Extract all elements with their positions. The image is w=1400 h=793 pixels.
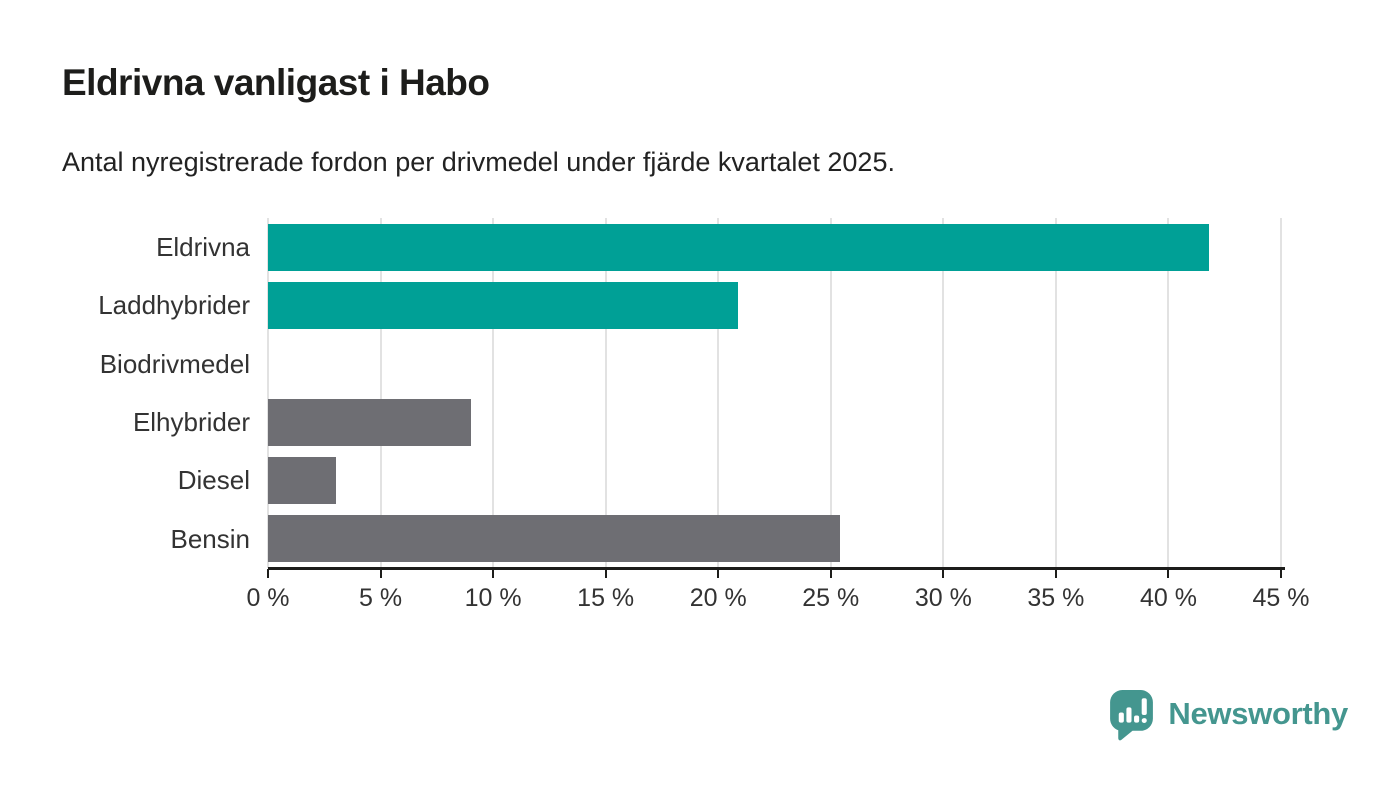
x-tick-label-45: 45 % xyxy=(1252,584,1310,612)
x-tick-5 xyxy=(379,569,382,578)
bar-laddhybrider xyxy=(268,282,739,329)
gridline-10 xyxy=(492,218,495,568)
x-tick-40 xyxy=(1167,569,1170,578)
gridline-30 xyxy=(942,218,945,568)
y-axis-labels: Eldrivna Laddhybrider Biodrivmedel Elhybrid… xyxy=(0,218,250,568)
x-tick-label-30: 30 % xyxy=(914,584,972,612)
x-tick-label-15: 15 % xyxy=(577,584,635,612)
category-label-eldrivna: Eldrivna xyxy=(156,232,250,262)
x-tick-45 xyxy=(1280,569,1282,578)
newsworthy-logo-text: Newsworthy xyxy=(1168,696,1348,731)
bar-bensin xyxy=(268,515,840,563)
chart-subtitle: Antal nyregistrerade fordon per drivmede… xyxy=(62,147,895,177)
category-label-elhybrider: Elhybrider xyxy=(132,407,250,437)
gridline-0 xyxy=(267,218,269,568)
x-axis-line xyxy=(268,567,1285,570)
x-tick-label-35: 35 % xyxy=(1027,584,1085,612)
x-tick-10 xyxy=(492,569,495,578)
x-tick-label-20: 20 % xyxy=(689,584,747,612)
x-tick-25 xyxy=(829,569,832,578)
x-tick-label-0: 0 % xyxy=(246,584,290,612)
x-tick-20 xyxy=(717,569,720,578)
plot-area: 0 % 5 % 10 % 15 % 20 % 25 % 30 % 35 % 40 % 45 % xyxy=(246,218,1309,612)
newsworthy-logo-icon xyxy=(1110,689,1154,740)
chart-title: Eldrivna vanligast i Habo xyxy=(62,62,490,103)
x-tick-15 xyxy=(604,569,607,578)
x-tick-0 xyxy=(267,569,269,578)
category-label-bensin: Bensin xyxy=(170,523,251,554)
newsworthy-logo: Newsworthy xyxy=(1108,686,1348,742)
gridline-35 xyxy=(1054,218,1057,568)
bar-diesel xyxy=(268,457,336,504)
bar-elhybrider xyxy=(268,398,471,446)
x-tick-30 xyxy=(942,569,945,578)
x-tick-label-25: 25 % xyxy=(802,584,860,612)
x-tick-35 xyxy=(1054,569,1057,578)
category-label-diesel: Diesel xyxy=(177,465,250,496)
gridline-15 xyxy=(604,218,607,568)
category-label-laddhybrider: Laddhybrider xyxy=(98,290,250,321)
bar-eldrivna xyxy=(268,223,1209,271)
gridline-5 xyxy=(379,218,382,568)
gridline-45 xyxy=(1280,218,1282,568)
gridline-25 xyxy=(829,218,832,568)
x-tick-label-10: 10 % xyxy=(464,584,522,612)
x-tick-label-40: 40 % xyxy=(1139,584,1197,612)
gridline-20 xyxy=(717,218,720,568)
gridline-40 xyxy=(1167,218,1170,568)
category-label-biodrivmedel: Biodrivmedel xyxy=(99,348,250,379)
x-tick-label-5: 5 % xyxy=(359,584,403,612)
